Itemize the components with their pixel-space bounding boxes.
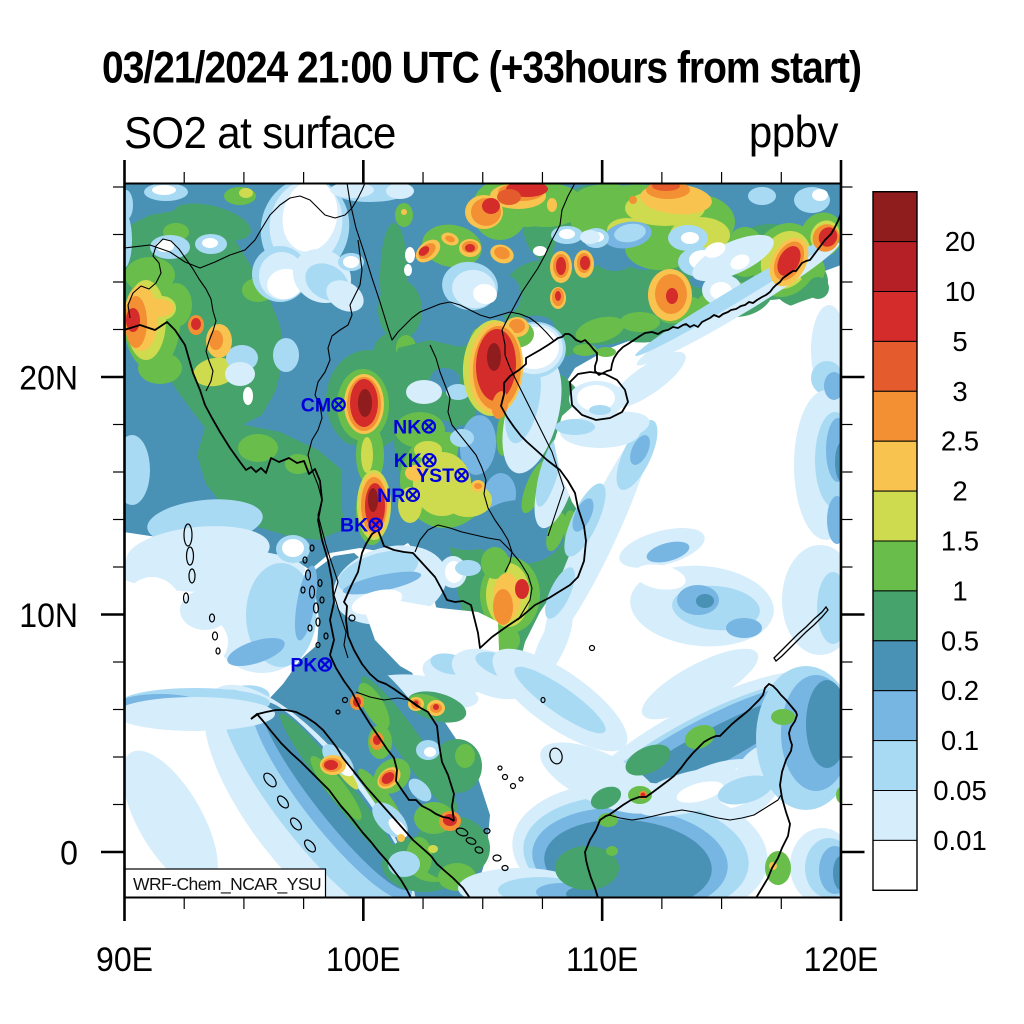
svg-text:NR: NR <box>377 485 405 507</box>
svg-text:20N: 20N <box>19 359 78 397</box>
svg-text:WRF-Chem_NCAR_YSU: WRF-Chem_NCAR_YSU <box>133 874 321 895</box>
svg-text:90E: 90E <box>96 941 153 979</box>
svg-text:3: 3 <box>952 376 967 407</box>
svg-text:PK: PK <box>290 655 317 677</box>
svg-text:CM: CM <box>301 395 331 417</box>
svg-text:NK: NK <box>393 416 421 438</box>
svg-text:10: 10 <box>945 276 976 307</box>
svg-text:0.05: 0.05 <box>933 775 987 806</box>
svg-text:0.1: 0.1 <box>941 725 979 756</box>
svg-text:110E: 110E <box>566 941 638 979</box>
svg-text:2.5: 2.5 <box>941 426 979 457</box>
svg-text:0.5: 0.5 <box>941 625 979 656</box>
svg-text:100E: 100E <box>326 941 401 979</box>
svg-text:5: 5 <box>952 326 967 357</box>
svg-text:KK: KK <box>394 450 422 472</box>
svg-text:0: 0 <box>60 834 78 872</box>
svg-text:YST: YST <box>416 465 454 487</box>
svg-text:2: 2 <box>952 476 967 507</box>
svg-text:1: 1 <box>952 575 967 606</box>
svg-text:0.01: 0.01 <box>933 825 987 856</box>
svg-text:0.2: 0.2 <box>941 675 979 706</box>
svg-text:BK: BK <box>340 515 368 537</box>
svg-text:120E: 120E <box>804 941 879 979</box>
svg-text:20: 20 <box>945 226 976 257</box>
svg-text:10N: 10N <box>19 597 78 635</box>
svg-text:1.5: 1.5 <box>941 526 979 557</box>
